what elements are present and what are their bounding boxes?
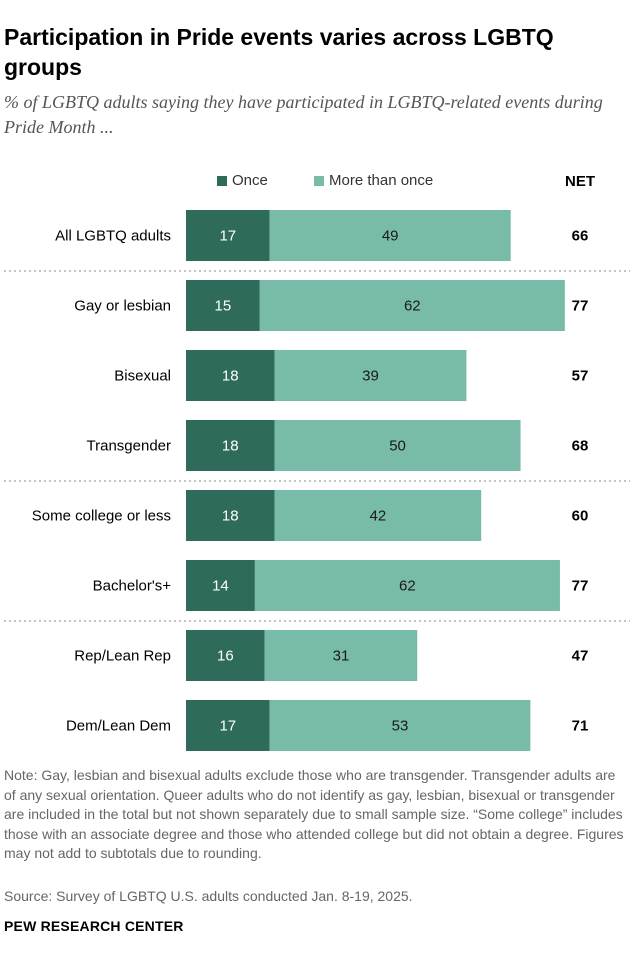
value-label-once: 16 — [217, 648, 234, 665]
category-label: Bisexual — [114, 368, 171, 385]
net-value: 47 — [572, 648, 589, 665]
category-label: Transgender — [87, 438, 172, 455]
legend-more-swatch — [314, 175, 324, 186]
bar-more-than-once — [254, 560, 560, 611]
chart-note: Note: Gay, lesbian and bisexual adults e… — [4, 767, 624, 861]
value-label-more: 31 — [333, 648, 350, 665]
value-label-more: 39 — [362, 368, 379, 385]
value-label-more: 49 — [382, 228, 399, 245]
category-label: Some college or less — [32, 508, 171, 525]
footer-brand: PEW RESEARCH CENTER — [4, 918, 184, 934]
bar-more-than-once — [269, 700, 531, 751]
bar-more-than-once — [269, 210, 511, 261]
net-value: 77 — [572, 578, 589, 595]
value-label-once: 17 — [219, 228, 236, 245]
bar-once — [186, 700, 270, 751]
bar-once — [186, 280, 260, 331]
value-label-once: 15 — [215, 298, 232, 315]
legend-once: Once — [217, 172, 268, 189]
value-label-more: 53 — [392, 718, 409, 735]
bar-once — [186, 490, 275, 541]
value-label-once: 17 — [219, 718, 236, 735]
net-value: 71 — [572, 718, 589, 735]
chart-subtitle: % of LGBTQ adults saying they have parti… — [4, 92, 603, 137]
chart-title: Participation in Pride events varies acr… — [4, 24, 554, 80]
value-label-more: 42 — [370, 508, 387, 525]
bar-more-than-once — [274, 420, 521, 471]
legend-more-label: More than once — [329, 172, 434, 189]
net-value: 66 — [572, 228, 589, 245]
bar-once — [186, 210, 270, 261]
net-value: 77 — [572, 298, 589, 315]
value-label-more: 50 — [389, 438, 406, 455]
bar-more-than-once — [274, 490, 482, 541]
value-label-once: 18 — [222, 368, 239, 385]
category-label: Bachelor's+ — [93, 578, 172, 595]
bar-more-than-once — [259, 280, 565, 331]
legend-once-swatch — [217, 175, 227, 186]
bar-once — [186, 630, 265, 681]
category-label: Gay or lesbian — [74, 298, 171, 315]
legend-once-label: Once — [232, 172, 268, 189]
net-value: 68 — [572, 438, 589, 455]
bar-once — [186, 420, 275, 471]
net-value: 60 — [572, 508, 589, 525]
category-label: All LGBTQ adults — [55, 228, 171, 245]
value-label-more: 62 — [399, 578, 416, 595]
value-label-more: 62 — [404, 298, 421, 315]
category-label: Rep/Lean Rep — [74, 648, 171, 665]
chart-source: Source: Survey of LGBTQ U.S. adults cond… — [4, 888, 413, 904]
bar-more-than-once — [274, 350, 467, 401]
bar-once — [186, 350, 275, 401]
value-label-once: 14 — [212, 578, 229, 595]
net-value: 57 — [572, 368, 589, 385]
stacked-bar-chart: All LGBTQ adults 17 49 66 Gay or lesbian 15 62… — [4, 210, 630, 751]
value-label-once: 18 — [222, 508, 239, 525]
legend-more-than-once: More than once — [314, 172, 433, 189]
bar-once — [186, 560, 255, 611]
value-label-once: 18 — [222, 438, 239, 455]
net-header: NET — [565, 173, 595, 190]
category-label: Dem/Lean Dem — [66, 718, 171, 735]
bar-more-than-once — [264, 630, 418, 681]
